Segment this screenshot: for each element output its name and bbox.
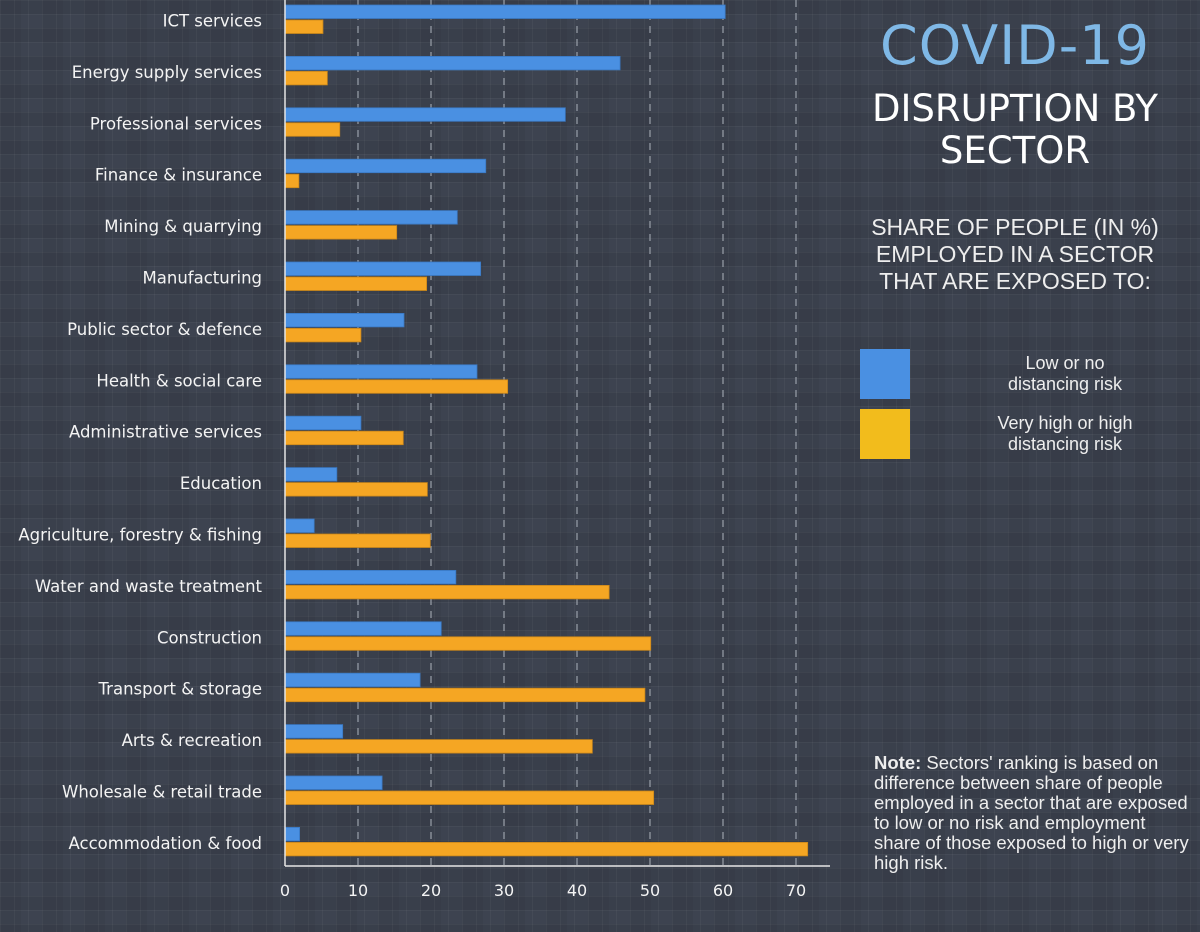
bar-low-risk bbox=[284, 518, 315, 533]
x-tick-label: 50 bbox=[640, 881, 660, 900]
subtitle: SHARE OF PEOPLE (IN %) EMPLOYED IN A SEC… bbox=[830, 214, 1200, 295]
bar-high-risk bbox=[284, 122, 341, 137]
legend-label-line: distancing risk bbox=[1007, 434, 1123, 454]
category-label: Mining & quarrying bbox=[104, 217, 262, 236]
bar-low-risk bbox=[284, 827, 301, 842]
bar-high-risk bbox=[284, 327, 362, 343]
bar-high-risk bbox=[284, 790, 655, 805]
category-label: Wholesale & retail trade bbox=[62, 783, 262, 802]
bar-high-risk bbox=[284, 71, 328, 86]
category-label: Construction bbox=[157, 628, 262, 647]
bar-high-risk bbox=[284, 585, 610, 600]
x-tick-label: 60 bbox=[713, 881, 733, 900]
category-label: Accommodation & food bbox=[69, 834, 263, 853]
bar-low-risk bbox=[284, 107, 566, 122]
bar-high-risk bbox=[284, 533, 431, 548]
category-label: Agriculture, forestry & fishing bbox=[18, 526, 262, 545]
category-labels: ICT services Energy supply services Profes… bbox=[18, 12, 262, 853]
category-label: Finance & insurance bbox=[95, 166, 262, 185]
category-label: Arts & recreation bbox=[122, 731, 262, 750]
grid-lines bbox=[357, 0, 797, 866]
subtitle-line-2: EMPLOYED IN A SECTOR bbox=[875, 241, 1155, 267]
bar-low-risk bbox=[284, 724, 344, 739]
bar-low-risk bbox=[284, 467, 338, 482]
bar-low-risk bbox=[284, 158, 487, 174]
category-label: Public sector & defence bbox=[67, 320, 262, 339]
bar-high-risk bbox=[284, 482, 428, 497]
bar-high-risk bbox=[284, 225, 398, 240]
note: Note: Sectors' ranking is based on diffe… bbox=[874, 753, 1194, 873]
bar-high-risk bbox=[284, 687, 646, 703]
bar-low-risk bbox=[284, 570, 457, 585]
category-label: Transport & storage bbox=[98, 680, 262, 699]
title-covid: COVID-19 bbox=[880, 14, 1150, 77]
note-text: Sectors' ranking is based on difference … bbox=[874, 752, 1189, 873]
x-tick-labels: 0 10 20 30 40 50 60 70 bbox=[280, 881, 806, 900]
category-label: Education bbox=[180, 474, 262, 493]
category-label: Water and waste treatment bbox=[35, 577, 263, 596]
bar-low-risk bbox=[284, 261, 482, 276]
bar-chart: ICT services Energy supply services Profes… bbox=[18, 0, 830, 900]
bar-low-risk bbox=[284, 672, 421, 688]
bars bbox=[284, 4, 809, 857]
legend-swatch-low-risk bbox=[860, 349, 910, 399]
category-label: Health & social care bbox=[96, 371, 262, 390]
bar-high-risk bbox=[284, 19, 324, 34]
bar-high-risk bbox=[284, 636, 652, 651]
bar-low-risk bbox=[284, 775, 383, 790]
legend-item-low-risk: Low or no distancing risk bbox=[860, 349, 1200, 401]
bar-low-risk bbox=[284, 621, 442, 636]
bar-low-risk bbox=[284, 415, 362, 431]
title-line-3: SECTOR bbox=[939, 129, 1091, 172]
title-disruption: DISRUPTION BY SECTOR bbox=[830, 88, 1200, 172]
x-tick-label: 10 bbox=[348, 881, 368, 900]
legend-item-high-risk: Very high or high distancing risk bbox=[860, 409, 1200, 461]
bar-high-risk bbox=[284, 842, 809, 857]
x-tick-label: 40 bbox=[567, 881, 587, 900]
x-tick-label: 0 bbox=[280, 881, 290, 900]
legend-label-low-risk: Low or no distancing risk bbox=[950, 353, 1180, 395]
bar-low-risk bbox=[284, 364, 478, 379]
legend-swatch-high-risk bbox=[860, 409, 910, 459]
category-label: ICT services bbox=[163, 12, 262, 31]
category-label: Administrative services bbox=[69, 423, 262, 442]
note-label: Note: bbox=[874, 752, 922, 773]
bar-high-risk bbox=[284, 739, 593, 754]
bar-low-risk bbox=[284, 56, 621, 71]
legend-label-line: distancing risk bbox=[1007, 374, 1123, 394]
bar-high-risk bbox=[284, 430, 404, 446]
legend-label-high-risk: Very high or high distancing risk bbox=[950, 413, 1180, 455]
bar-high-risk bbox=[284, 173, 300, 189]
x-tick-label: 30 bbox=[494, 881, 514, 900]
x-tick-label: 70 bbox=[786, 881, 806, 900]
x-tick-label: 20 bbox=[421, 881, 441, 900]
bar-low-risk bbox=[284, 4, 726, 19]
subtitle-line-3: THAT ARE EXPOSED TO: bbox=[879, 268, 1151, 294]
category-label: Professional services bbox=[90, 114, 262, 133]
bar-high-risk bbox=[284, 379, 509, 394]
legend-label-line: Low or no bbox=[1025, 353, 1105, 373]
category-label: Energy supply services bbox=[72, 63, 262, 82]
title-line-2: DISRUPTION BY bbox=[871, 87, 1159, 130]
legend-label-line: Very high or high bbox=[997, 413, 1133, 433]
bar-low-risk bbox=[284, 210, 458, 225]
subtitle-line-1: SHARE OF PEOPLE (IN %) bbox=[871, 214, 1159, 240]
category-label: Manufacturing bbox=[143, 269, 262, 288]
bar-high-risk bbox=[284, 276, 428, 291]
bar-low-risk bbox=[284, 312, 405, 328]
